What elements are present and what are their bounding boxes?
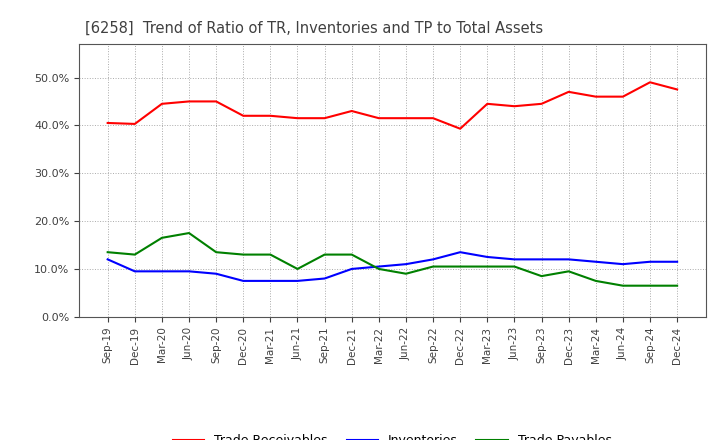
- Trade Receivables: [402, 116, 410, 121]
- Inventories: [483, 254, 492, 260]
- Inventories: [402, 261, 410, 267]
- Trade Payables: [428, 264, 437, 269]
- Inventories: [672, 259, 681, 264]
- Trade Payables: [483, 264, 492, 269]
- Trade Receivables: [510, 103, 518, 109]
- Trade Payables: [239, 252, 248, 257]
- Trade Payables: [104, 249, 112, 255]
- Trade Receivables: [185, 99, 194, 104]
- Inventories: [510, 257, 518, 262]
- Text: [6258]  Trend of Ratio of TR, Inventories and TP to Total Assets: [6258] Trend of Ratio of TR, Inventories…: [86, 21, 544, 36]
- Trade Receivables: [672, 87, 681, 92]
- Trade Receivables: [564, 89, 573, 95]
- Inventories: [212, 271, 220, 276]
- Trade Payables: [320, 252, 329, 257]
- Inventories: [239, 278, 248, 283]
- Trade Payables: [212, 249, 220, 255]
- Line: Trade Payables: Trade Payables: [108, 233, 677, 286]
- Trade Payables: [293, 266, 302, 271]
- Inventories: [130, 269, 139, 274]
- Trade Payables: [158, 235, 166, 241]
- Trade Payables: [591, 278, 600, 283]
- Inventories: [348, 266, 356, 271]
- Trade Receivables: [239, 113, 248, 118]
- Trade Receivables: [591, 94, 600, 99]
- Trade Receivables: [483, 101, 492, 106]
- Trade Receivables: [104, 120, 112, 125]
- Trade Receivables: [266, 113, 275, 118]
- Trade Receivables: [618, 94, 627, 99]
- Inventories: [618, 261, 627, 267]
- Inventories: [428, 257, 437, 262]
- Trade Payables: [185, 231, 194, 236]
- Trade Receivables: [456, 126, 464, 132]
- Trade Receivables: [348, 108, 356, 114]
- Line: Trade Receivables: Trade Receivables: [108, 82, 677, 129]
- Trade Payables: [510, 264, 518, 269]
- Trade Payables: [672, 283, 681, 288]
- Legend: Trade Receivables, Inventories, Trade Payables: Trade Receivables, Inventories, Trade Pa…: [168, 429, 617, 440]
- Trade Receivables: [320, 116, 329, 121]
- Trade Receivables: [374, 116, 383, 121]
- Trade Payables: [456, 264, 464, 269]
- Inventories: [564, 257, 573, 262]
- Trade Payables: [266, 252, 275, 257]
- Inventories: [185, 269, 194, 274]
- Inventories: [456, 249, 464, 255]
- Trade Payables: [130, 252, 139, 257]
- Trade Receivables: [130, 121, 139, 127]
- Trade Receivables: [428, 116, 437, 121]
- Trade Receivables: [212, 99, 220, 104]
- Inventories: [646, 259, 654, 264]
- Trade Payables: [348, 252, 356, 257]
- Inventories: [320, 276, 329, 281]
- Inventories: [591, 259, 600, 264]
- Inventories: [158, 269, 166, 274]
- Trade Payables: [618, 283, 627, 288]
- Trade Payables: [374, 266, 383, 271]
- Inventories: [104, 257, 112, 262]
- Inventories: [537, 257, 546, 262]
- Trade Receivables: [293, 116, 302, 121]
- Line: Inventories: Inventories: [108, 252, 677, 281]
- Trade Receivables: [646, 80, 654, 85]
- Inventories: [266, 278, 275, 283]
- Trade Receivables: [158, 101, 166, 106]
- Trade Payables: [537, 274, 546, 279]
- Trade Payables: [564, 269, 573, 274]
- Trade Receivables: [537, 101, 546, 106]
- Inventories: [293, 278, 302, 283]
- Trade Payables: [646, 283, 654, 288]
- Trade Payables: [402, 271, 410, 276]
- Inventories: [374, 264, 383, 269]
